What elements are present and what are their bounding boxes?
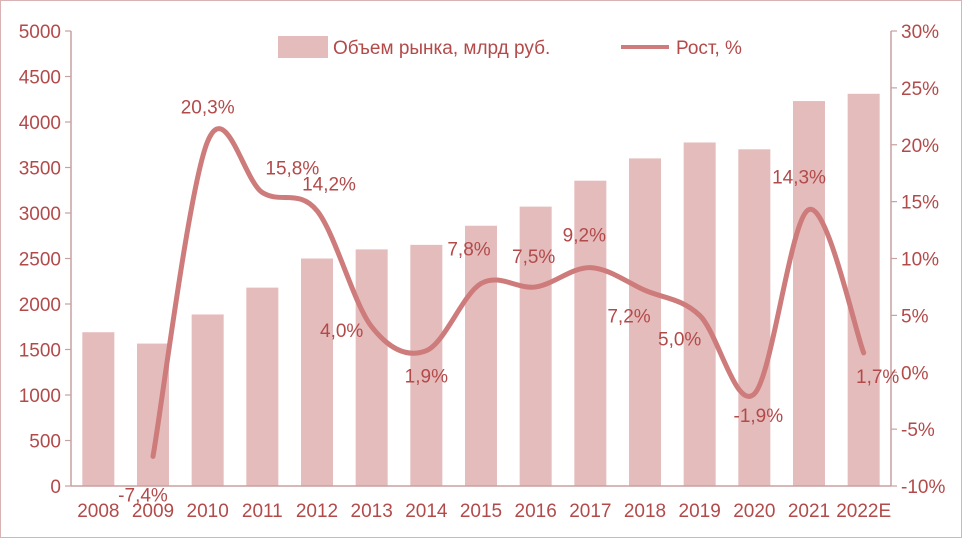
y-tick-label: 500 [29,432,61,453]
growth-label-2020: -1,9% [734,406,784,427]
x-tick-label: 2020 [733,501,775,522]
y-axis-left-ticks: 0 500 1000 1500 2000 2500 3000 3500 4000 4500 5000 [19,22,71,498]
growth-label-2021: 14,3% [772,168,826,189]
legend-bar-label: Объем рынка, млрд руб. [333,38,550,59]
bar-series [82,93,880,487]
bar-2016 [519,206,552,486]
bar-2013 [355,249,388,486]
y-tick-label: 5000 [19,22,61,43]
y2-tick-label: 10% [901,250,939,271]
x-tick-label: 2010 [187,501,229,522]
y-tick-label: 3500 [19,159,61,180]
x-tick-label: 2011 [242,501,283,522]
y-tick-label: 2500 [19,250,61,271]
x-tick-label: 2009 [132,501,174,522]
bar-2017 [574,180,607,486]
bar-2018 [629,158,661,486]
growth-line [150,126,867,459]
growth-label-2017: 9,2% [563,226,606,247]
y2-tick-label: 0% [901,363,929,384]
y-tick-label: 4500 [19,68,61,89]
bar-2012 [301,258,333,486]
growth-label-2009: -7,4% [118,485,168,506]
bar-2014 [410,244,443,486]
y-axis-right-ticks: -10% -5% 0% 5% 10% 15% 20% 25% 30% [891,22,945,498]
y-tick-label: 4000 [19,113,61,134]
legend-bar-swatch [278,36,328,58]
legend: Объем рынка, млрд руб. Рост, % [278,36,742,59]
growth-label-2016: 7,5% [512,247,555,268]
y2-tick-label: 30% [901,22,939,43]
x-tick-label: 2016 [515,501,557,522]
x-tick-label: 2015 [460,501,502,522]
x-tick-label: 2021 [788,501,830,522]
legend-line-label: Рост, % [676,38,742,59]
bar-2010 [191,314,224,486]
growth-label-2010: 20,3% [181,97,235,118]
x-tick-label: 2013 [351,501,393,522]
y2-tick-label: -10% [901,477,945,498]
x-tick-label: 2017 [569,501,611,522]
x-tick-label: 2012 [296,501,338,522]
growth-label-2015: 7,8% [447,240,490,261]
y-tick-label: 1500 [19,341,61,362]
growth-label-2014: 1,9% [405,367,448,388]
growth-label-2012: 14,2% [302,175,356,196]
growth-label-2018: 7,2% [607,306,650,327]
bar-2009 [137,343,169,486]
x-axis-ticks: 2008 2009 2010 2011 2012 2013 2014 2015 2016 2017… [77,501,891,522]
x-tick-label: 2018 [624,501,666,522]
y-tick-label: 1000 [19,386,61,407]
growth-label-2019: 5,0% [658,329,701,350]
growth-label-2013: 4,0% [320,321,363,342]
y2-tick-label: 15% [901,193,939,214]
x-tick-label: 2019 [679,501,721,522]
growth-label-2022E: 1,7% [856,367,899,388]
bar-2015 [465,225,497,487]
bar-2008 [82,332,115,486]
x-tick-label: 2022E [836,501,891,522]
growth-labels: -7,4% 20,3% 15,8%14,2% 4,0% 1,9% 7,8% 7,5% 9,2%… [118,97,899,506]
bar-2011 [246,287,279,486]
y-tick-label: 2000 [19,295,61,316]
bar-2022E [847,93,880,486]
y2-tick-label: -5% [901,420,935,441]
y2-tick-label: 5% [901,306,929,327]
x-tick-label: 2008 [77,501,119,522]
growth-label-2011: 15,8% [265,159,319,180]
y2-tick-label: 20% [901,136,939,157]
bar-2021 [793,101,825,486]
y2-tick-label: 25% [901,79,939,100]
y-tick-label: 0 [50,477,61,498]
x-tick-label: 2014 [405,501,448,522]
y-tick-label: 3000 [19,204,61,225]
bar-2020 [738,149,771,487]
